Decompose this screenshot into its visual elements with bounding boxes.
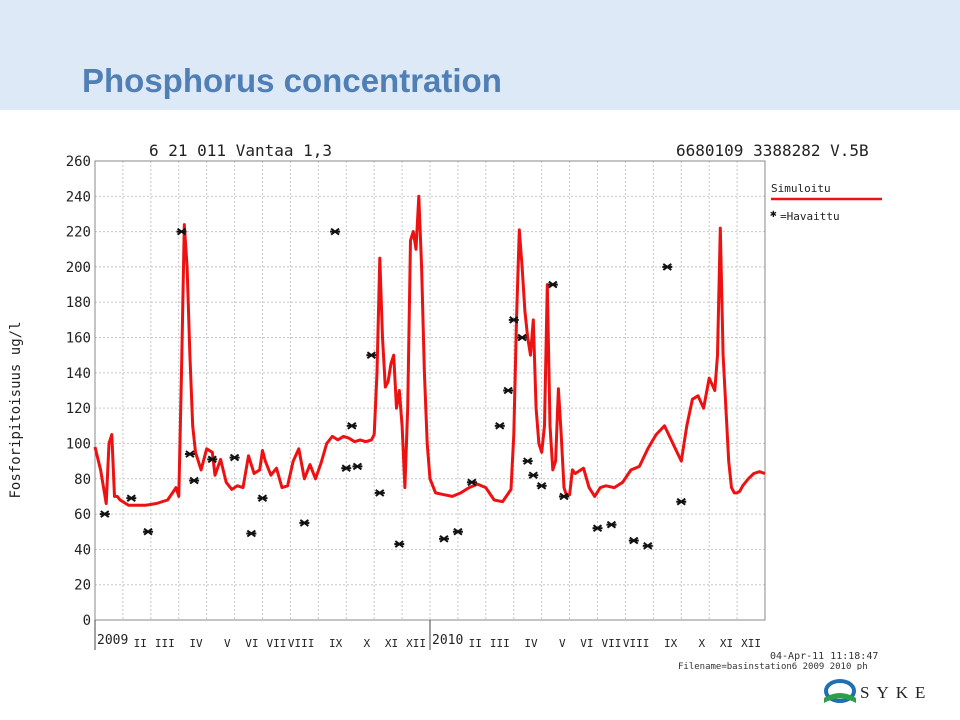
- legend-label-observed: =Havaittu: [780, 210, 840, 223]
- x-tick-label: VII: [602, 637, 622, 650]
- chart-header-left: 6 21 011 Vantaa 1,3: [149, 141, 332, 160]
- observation-marker: [642, 542, 653, 550]
- observation-marker: [466, 478, 477, 487]
- y-tick-label: 60: [74, 507, 91, 523]
- x-tick-label: VIII: [288, 637, 315, 650]
- x-tick-labels: II III IV V VI VII VIII IX X XI XII II III IV V VI VII VI…: [97, 633, 761, 650]
- x-tick-label: IV: [524, 637, 538, 650]
- observation-markers: [99, 227, 687, 550]
- observation-marker: [662, 263, 673, 271]
- legend-label-simulated: Simuloitu: [771, 182, 831, 195]
- footer-timestamp: 04-Apr-11 11:18:47: [770, 651, 878, 662]
- observation-marker: [299, 519, 310, 527]
- observation-marker: [330, 227, 341, 236]
- y-tick-label: 200: [66, 260, 91, 276]
- y-tick-label: 160: [66, 331, 91, 347]
- x-tick-label: XII: [406, 637, 426, 650]
- observation-marker: [394, 540, 405, 548]
- observation-marker: [189, 476, 200, 485]
- observation-marker: [229, 453, 240, 462]
- observation-marker: [528, 471, 539, 480]
- y-tick-label: 100: [66, 436, 91, 452]
- observation-marker: [452, 527, 463, 536]
- observation-marker: [176, 227, 187, 236]
- y-tick-label: 20: [74, 578, 91, 594]
- y-tick-label: 120: [66, 401, 91, 417]
- observation-marker: [503, 386, 514, 395]
- y-tick-label: 180: [66, 295, 91, 311]
- x-tick-label: V: [224, 637, 231, 650]
- y-tick-label: 80: [74, 472, 91, 488]
- observation-marker: [99, 510, 110, 518]
- year-label: 2010: [432, 633, 463, 648]
- x-tick-label: VII: [267, 637, 287, 650]
- observation-marker: [184, 450, 195, 458]
- observation-marker: [494, 422, 505, 430]
- title-bar: Phosphorus concentration: [0, 0, 960, 110]
- series-line-simulated: [93, 194, 766, 507]
- observation-marker: [536, 482, 547, 490]
- observation-marker: [126, 494, 137, 502]
- observation-marker: [374, 489, 385, 497]
- chart-header-right: 6680109 3388282 V.5B: [676, 141, 869, 160]
- chart-axes: [94, 160, 766, 650]
- syke-logo: SYKE: [822, 676, 952, 710]
- y-tick-label: 40: [74, 542, 91, 558]
- observation-marker: [346, 422, 357, 430]
- x-tick-label: VIII: [623, 637, 650, 650]
- x-tick-label: IX: [664, 637, 678, 650]
- x-tick-label: II: [134, 637, 147, 650]
- observation-marker: [207, 455, 218, 464]
- observation-marker: [143, 527, 154, 536]
- observation-marker: [246, 529, 257, 538]
- y-tick-label: 0: [83, 613, 91, 629]
- y-tick-labels: 0 20 40 60 80 100 120 140 160 180 200 220 240 260: [66, 154, 91, 629]
- x-tick-label: III: [490, 637, 510, 650]
- observation-marker: [522, 457, 533, 465]
- observation-marker: [257, 494, 268, 502]
- observation-marker: [352, 462, 363, 471]
- observation-marker: [559, 492, 569, 501]
- series-lines: [93, 194, 766, 507]
- observation-marker: [508, 316, 519, 324]
- x-tick-label: XI: [720, 637, 733, 650]
- observation-marker: [547, 280, 558, 289]
- observation-marker: [606, 520, 617, 529]
- x-tick-label: VI: [580, 637, 593, 650]
- y-tick-label: 140: [66, 366, 91, 382]
- observation-marker: [438, 534, 449, 543]
- legend: Simuloitu ✱ =Havaittu: [770, 182, 882, 223]
- observation-marker: [676, 497, 687, 506]
- observation-marker: [628, 536, 639, 545]
- y-tick-label: 260: [66, 154, 91, 170]
- observation-marker: [341, 464, 352, 472]
- x-tick-label: II: [469, 637, 482, 650]
- slide-title: Phosphorus concentration: [82, 62, 502, 99]
- observation-marker: [517, 333, 528, 342]
- observation-marker: [366, 351, 377, 359]
- y-tick-label: 220: [66, 225, 91, 241]
- x-tick-label: VI: [245, 637, 258, 650]
- x-tick-label: XII: [741, 637, 761, 650]
- year-label: 2009: [97, 633, 128, 648]
- x-tick-label: IV: [189, 637, 203, 650]
- y-axis-label: Fosforipitoisuus ug/l: [8, 321, 24, 498]
- chart-grid: [95, 160, 765, 621]
- syke-logo-icon: [824, 679, 856, 703]
- x-tick-label: III: [155, 637, 175, 650]
- x-tick-label: IX: [329, 637, 343, 650]
- footer-filename: Filename=basinstation6 2009 2010 ph: [678, 662, 868, 670]
- y-tick-label: 240: [66, 189, 91, 205]
- x-tick-label: V: [559, 637, 566, 650]
- syke-logo-text: SYKE: [860, 683, 933, 702]
- observation-marker: [592, 524, 603, 533]
- x-tick-label: X: [699, 637, 706, 650]
- x-tick-label: X: [364, 637, 371, 650]
- legend-marker-observed: ✱: [770, 207, 777, 220]
- x-tick-label: XI: [385, 637, 398, 650]
